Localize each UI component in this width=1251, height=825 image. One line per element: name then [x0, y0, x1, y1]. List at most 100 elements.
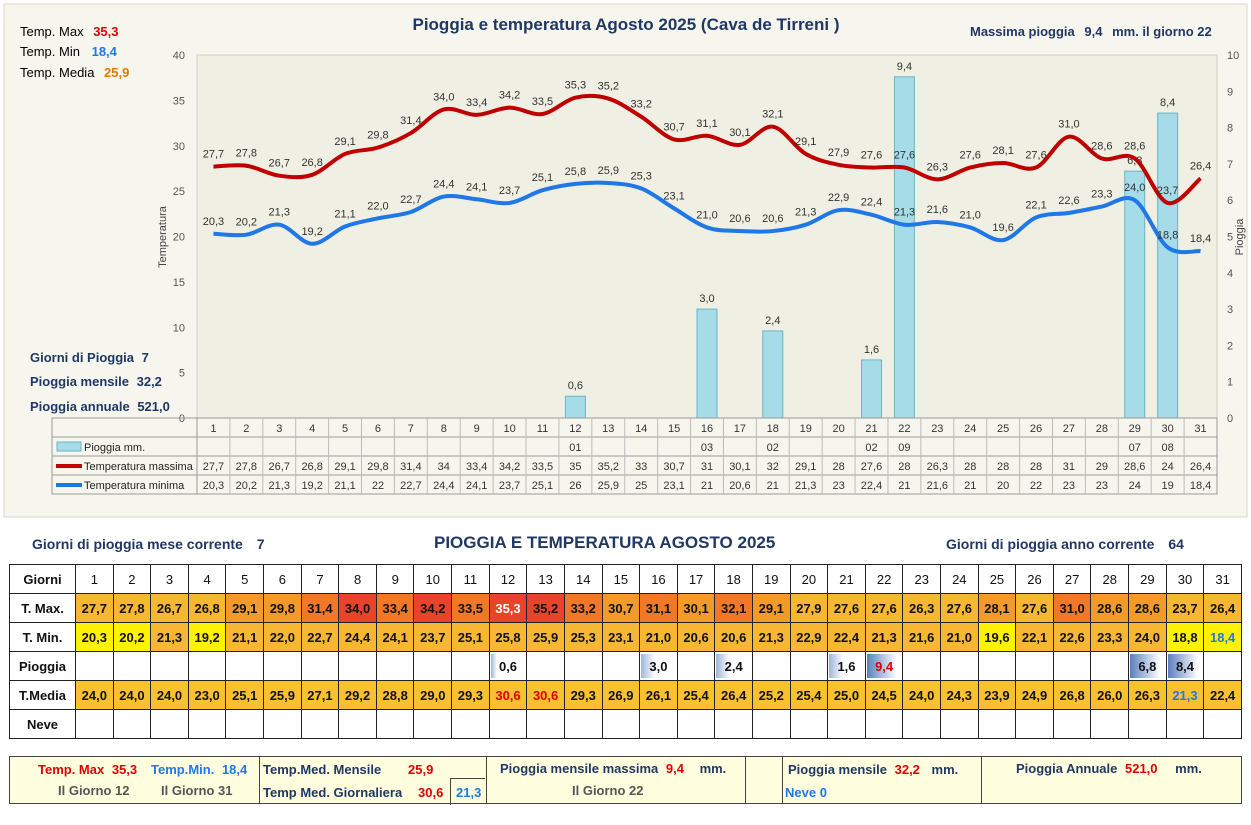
rain-bar-label: 9,4: [897, 61, 912, 73]
table-tmin-value: 20,6: [729, 480, 750, 492]
tmed-cell: 27,1: [300, 680, 340, 710]
rain-bar-label: 0,6: [568, 380, 583, 392]
rain-bar-label: 1,6: [864, 344, 879, 356]
tmax-cell: 28,6: [1128, 593, 1167, 623]
tmin-point-label: 25,9: [598, 165, 619, 177]
tmed-cell: 22,4: [1203, 680, 1242, 710]
y-tick-left: 10: [173, 322, 185, 334]
snow-cell: [827, 709, 866, 739]
tmed-cell: 24,0: [75, 680, 114, 710]
x-tick-label: 4: [309, 423, 315, 435]
summary-tmed-month-label: Temp.Med. Mensile: [263, 762, 382, 777]
rain-cell: [1203, 651, 1242, 681]
row-snow-label: Neve: [9, 709, 76, 739]
day-cell: 5: [225, 564, 265, 594]
day-cell: 16: [639, 564, 678, 594]
table-tmin-value: 23: [832, 480, 844, 492]
tmin-cell: 18,8: [1165, 622, 1205, 652]
tmed-cell: 26,9: [601, 680, 641, 710]
table-tmin-value: 21: [767, 480, 779, 492]
rain-value: 3,0: [649, 658, 668, 674]
tmax-point-label: 26,7: [269, 158, 290, 170]
rain-bar-label: 8,4: [1160, 97, 1175, 109]
snow-cell: [789, 709, 829, 739]
table-tmax-value: 32: [767, 461, 779, 473]
tmin-point-label: 18,4: [1190, 233, 1211, 245]
stat-tmed-label: Temp. Media: [20, 65, 95, 80]
table-tmax-value: 27,8: [236, 461, 257, 473]
table-tmin-value: 22: [372, 480, 384, 492]
snow-cell: [714, 709, 753, 739]
day-cell: 22: [864, 564, 904, 594]
tmax-point-label: 30,1: [729, 127, 750, 139]
x-tick-label: 29: [1129, 423, 1141, 435]
summary-tmed-daily-min: 21,3: [456, 785, 482, 800]
table-tmax-value: 27,6: [861, 461, 882, 473]
tmin-cell: 21,6: [902, 622, 942, 652]
stat-tmax: Temp. Max 35,3: [20, 24, 119, 39]
rain-bar-mark: [866, 654, 897, 678]
table-rain-value: 08: [1162, 442, 1174, 454]
y-tick-left: 15: [173, 277, 185, 289]
table-tmin-value: 24,4: [433, 480, 454, 492]
max-rain-value: 9,4: [1084, 24, 1103, 39]
table-tmin-value: 25,1: [532, 480, 553, 492]
x-tick-label: 16: [701, 423, 713, 435]
rain-value: 8,4: [1175, 658, 1195, 674]
rain-days-month-label: Giorni di pioggia mese corrente: [32, 536, 243, 552]
tmin-point-label: 22,0: [367, 200, 388, 212]
tmin-cell: 25,3: [563, 622, 603, 652]
table-tmin-value: 23,1: [663, 480, 684, 492]
tmax-cell: 32,1: [714, 593, 753, 623]
tmax-point-label: 30,7: [663, 121, 684, 133]
tmin-point-label: 18,8: [1157, 229, 1178, 241]
day-cell: 10: [413, 564, 453, 594]
summary-rain-month-unit: mm.: [931, 762, 959, 777]
tmax-point-label: 27,6: [1025, 150, 1046, 162]
table-tmin-value: 21: [964, 480, 976, 492]
tmax-point-label: 35,2: [598, 81, 619, 93]
rain-value: 6,8: [1138, 658, 1157, 674]
day-cell: 31: [1203, 564, 1242, 594]
table-tmin-value: 21,3: [795, 480, 816, 492]
rain-cell: [676, 651, 716, 681]
row-tmin: T. Min. 20,3 20,2 21,3 19,2 21,1 22,0 22,7 24,4 2…: [9, 622, 1242, 652]
tmin-point-label: 23,3: [1091, 189, 1112, 201]
x-tick-label: 7: [408, 423, 414, 435]
table-tmax-value: 28: [898, 461, 910, 473]
tmax-point-label: 27,6: [894, 150, 915, 162]
table-tmax-value: 28: [964, 461, 976, 473]
x-tick-label: 5: [342, 423, 348, 435]
row-days: Giorni 1 2 3 4 5 6 7 8 9 10 11 12 13 14 15 16 17 18 19 20 21 2…: [9, 564, 1242, 594]
x-tick-label: 26: [1030, 423, 1042, 435]
table-tmax-value: 26,4: [1190, 461, 1211, 473]
tmin-cell: 20,2: [112, 622, 152, 652]
tmin-cell: 21,3: [864, 622, 904, 652]
rain-days-year-label: Giorni di pioggia anno corrente: [946, 536, 1155, 552]
tmin-cell: 21,0: [940, 622, 979, 652]
tmax-point-label: 34,0: [433, 91, 454, 103]
summary-rain-year-unit: mm.: [1175, 761, 1202, 776]
tmed-cell: 25,4: [789, 680, 829, 710]
rain-bar-mark: [1130, 654, 1161, 678]
tmin-cell: 20,6: [714, 622, 753, 652]
table-tmax-value: 24: [1162, 461, 1174, 473]
day-cell: 27: [1052, 564, 1092, 594]
table-tmax-value: 28: [997, 461, 1009, 473]
table-tmin-value: 23: [1063, 480, 1075, 492]
tmed-cell: 23,9: [977, 680, 1017, 710]
day-cell: 21: [827, 564, 866, 594]
tmin-point-label: 21,0: [960, 209, 981, 221]
tmin-point-label: 24,1: [466, 181, 487, 193]
summary-tmin-label: Temp.Min.: [151, 762, 215, 777]
tmin-cell: 22,9: [789, 622, 829, 652]
table-tmax-value: 29: [1096, 461, 1108, 473]
summary-tmin-day: Il Giorno 31: [161, 783, 233, 798]
tmin-point-label: 20,2: [236, 217, 257, 229]
snow-cell: [639, 709, 678, 739]
stat-tmed: Temp. Media 25,9: [20, 65, 129, 80]
tmed-cell: 24,0: [150, 680, 189, 710]
table-tmax-value: 29,1: [334, 461, 355, 473]
row-days-label: Giorni: [9, 564, 76, 594]
stat-rain-year-value: 521,0: [137, 399, 170, 414]
